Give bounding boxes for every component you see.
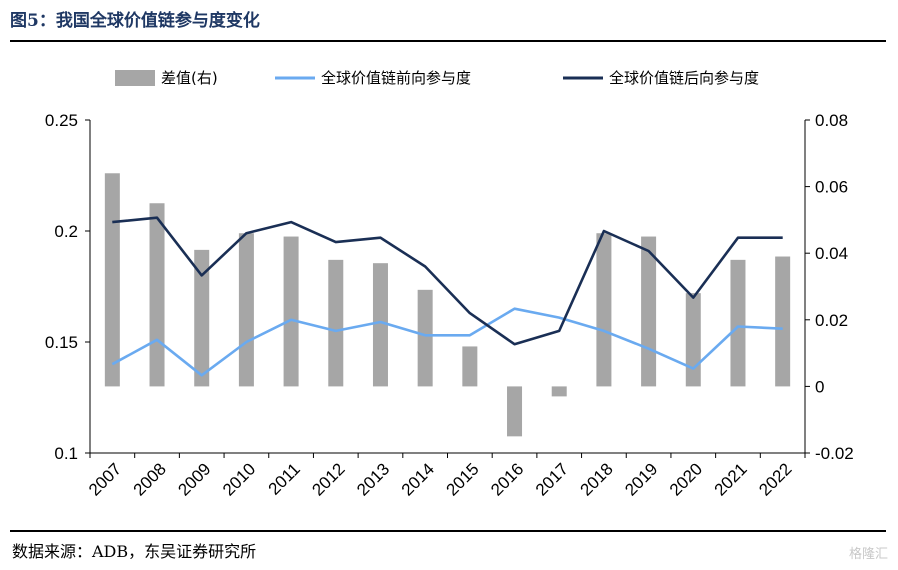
legend: 差值(右) 全球价值链前向参与度 全球价值链后向参与度 bbox=[115, 69, 759, 87]
right-axis-tick-label: -0.02 bbox=[815, 444, 854, 463]
bar bbox=[641, 236, 657, 387]
bar bbox=[685, 293, 701, 387]
x-axis-tick-label: 2007 bbox=[85, 459, 125, 499]
bar bbox=[417, 289, 433, 387]
bar bbox=[194, 249, 210, 387]
x-axis-tick-label: 2012 bbox=[308, 459, 348, 499]
x-axis-tick-label: 2018 bbox=[577, 459, 617, 499]
bar bbox=[462, 346, 478, 387]
backward-participation-line bbox=[112, 216, 783, 346]
right-axis-tick-label: 0.02 bbox=[815, 311, 848, 330]
x-axis-tick-label: 2019 bbox=[621, 459, 661, 499]
bar-series bbox=[104, 173, 791, 437]
left-axis-tick-label: 0.1 bbox=[54, 444, 78, 463]
chart-title: 图5：我国全球价值链参与度变化 bbox=[10, 11, 260, 31]
legend-swatch-bar bbox=[115, 70, 155, 86]
x-axis-tick-label: 2022 bbox=[755, 459, 795, 499]
x-axis-tick-label: 2020 bbox=[666, 459, 706, 499]
right-axis-tick-label: 0.04 bbox=[815, 244, 848, 263]
right-axis-tick-label: 0 bbox=[815, 377, 824, 396]
left-axis-tick-label: 0.2 bbox=[54, 222, 78, 241]
x-axis-tick-label: 2013 bbox=[353, 459, 393, 499]
bottom-rule bbox=[10, 530, 886, 532]
chart: 差值(右) 全球价值链前向参与度 全球价值链后向参与度 0.25 0.2 0.15 0.1… bbox=[45, 69, 854, 500]
bar bbox=[238, 233, 254, 387]
x-axis-tick-label: 2016 bbox=[487, 459, 527, 499]
watermark: 格隆汇 bbox=[848, 547, 888, 562]
legend-label: 全球价值链后向参与度 bbox=[609, 69, 759, 87]
bar bbox=[730, 259, 746, 387]
x-axis-tick-label: 2021 bbox=[711, 459, 751, 499]
bar bbox=[372, 263, 388, 387]
bar bbox=[149, 203, 165, 387]
left-axis-tick-label: 0.25 bbox=[45, 111, 78, 130]
source-note: 数据来源：ADB，东吴证券研究所 bbox=[12, 542, 257, 561]
x-axis-tick-label: 2017 bbox=[532, 459, 572, 499]
forward-participation-line bbox=[111, 307, 783, 377]
x-axis-tick-label: 2010 bbox=[219, 459, 259, 499]
bar bbox=[283, 236, 299, 387]
bar bbox=[551, 386, 567, 397]
x-axis-tick-label: 2009 bbox=[174, 459, 214, 499]
legend-label: 全球价值链前向参与度 bbox=[321, 69, 471, 87]
x-axis-tick-label: 2011 bbox=[265, 459, 304, 498]
bar bbox=[104, 173, 120, 387]
bar bbox=[507, 386, 523, 437]
line-series bbox=[111, 216, 783, 377]
bar bbox=[596, 233, 612, 387]
left-axis-tick-label: 0.15 bbox=[45, 333, 78, 352]
x-axis-tick-label: 2008 bbox=[130, 459, 170, 499]
bar bbox=[328, 259, 344, 387]
right-axis-tick-label: 0.06 bbox=[815, 178, 848, 197]
right-axis-tick-label: 0.08 bbox=[815, 111, 848, 130]
axes: 0.25 0.2 0.15 0.1 0.08 0.06 0.04 0.02 0 -0.02 2007… bbox=[45, 111, 854, 500]
top-rule bbox=[10, 40, 886, 42]
x-axis-tick-label: 2014 bbox=[398, 459, 438, 499]
x-axis-tick-label: 2015 bbox=[442, 459, 482, 499]
legend-label: 差值(右) bbox=[161, 69, 218, 87]
bar bbox=[775, 256, 791, 387]
